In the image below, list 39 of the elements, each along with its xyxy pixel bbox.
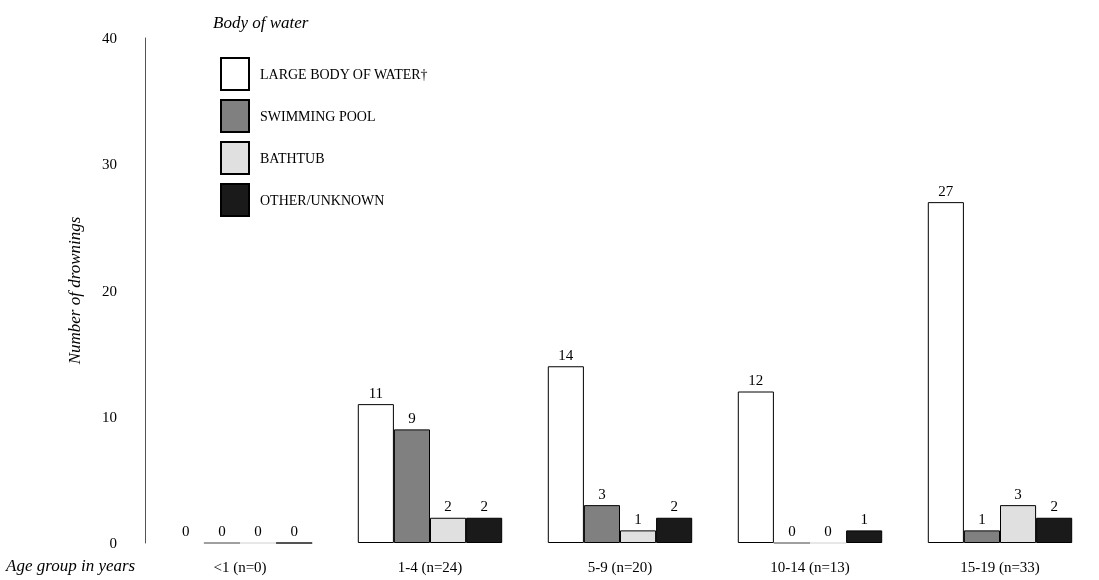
bar (846, 530, 883, 543)
y-tick-label: 0 (109, 535, 117, 551)
x-tick-label: 5-9 (n=20) (587, 558, 653, 576)
data-label: 0 (218, 523, 226, 539)
data-label: 12 (748, 372, 764, 388)
legend-label: OTHER/UNKNOWN (260, 192, 385, 208)
x-tick-label: 15-19 (n=33) (960, 558, 1040, 576)
x-tick-label: <1 (n=0) (213, 558, 267, 576)
data-label: 3 (598, 485, 606, 502)
y-tick-label: 10 (102, 408, 117, 425)
data-label: 1 (634, 510, 642, 527)
data-label: 27 (938, 182, 954, 199)
legend-label: SWIMMING POOL (260, 108, 376, 124)
y-axis-title: Number of drownings (65, 216, 84, 366)
data-label: 1 (978, 510, 986, 527)
data-label: 2 (670, 498, 678, 515)
legend-label: BATHTUB (260, 150, 325, 166)
legend-title: Body of water (213, 13, 309, 32)
x-tick-label: 10-14 (n=13) (770, 558, 850, 576)
data-label: 0 (788, 523, 796, 539)
data-label: 2 (1050, 498, 1058, 515)
legend-label: LARGE BODY OF WATER† (260, 66, 428, 82)
data-label: 1 (860, 510, 868, 527)
y-tick-label: 20 (102, 282, 117, 299)
data-label: 11 (368, 384, 384, 401)
data-label: 0 (290, 523, 298, 539)
x-axis-title: Age group in years (5, 556, 136, 575)
data-label: 2 (444, 498, 452, 515)
y-tick-label: 40 (102, 30, 117, 46)
y-tick-label: 30 (102, 156, 117, 173)
data-label: 14 (558, 346, 574, 363)
x-tick-label: 1-4 (n=24) (397, 558, 463, 576)
data-label: 2 (480, 498, 488, 515)
data-label: 9 (408, 409, 416, 426)
bar (737, 391, 774, 543)
data-label: 0 (254, 523, 262, 539)
data-label: 3 (1014, 485, 1022, 502)
data-label: 0 (182, 523, 190, 539)
data-label: 0 (824, 523, 832, 539)
